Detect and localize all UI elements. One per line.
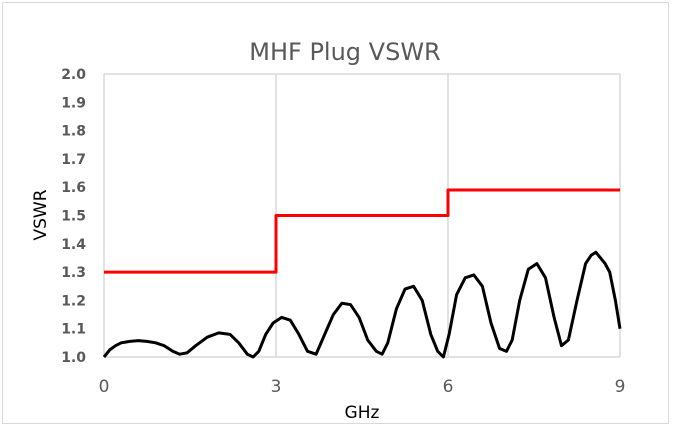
y-tick-label: 1.3 — [61, 265, 86, 281]
x-axis-ticks: 0 3 6 9 — [99, 377, 626, 397]
chart-title: MHF Plug VSWR — [249, 38, 440, 66]
y-tick-label: 1.8 — [61, 124, 86, 140]
y-tick-label: 2.0 — [61, 67, 86, 83]
gridlines — [103, 73, 621, 358]
series-limit-line — [104, 188, 620, 274]
y-tick-label: 1.6 — [61, 180, 86, 196]
series-lines — [102, 188, 622, 359]
chart-frame — [2, 2, 669, 424]
x-tick-label: 6 — [443, 377, 454, 397]
y-axis-ticks: 1.0 1.1 1.2 1.3 1.4 1.5 1.6 1.7 1.8 1.9 2.0 — [61, 67, 86, 366]
y-tick-label: 1.9 — [61, 95, 86, 111]
x-tick-label: 9 — [615, 377, 626, 397]
series-vswr-line — [102, 250, 622, 359]
y-tick-label: 1.7 — [61, 152, 86, 168]
y-tick-label: 1.4 — [61, 237, 86, 253]
x-tick-label: 0 — [99, 377, 110, 397]
y-axis-label: VSWR — [31, 189, 51, 240]
y-tick-label: 1.1 — [61, 322, 86, 338]
y-tick-label: 1.0 — [61, 350, 86, 366]
x-tick-label: 3 — [271, 377, 282, 397]
x-axis-label: GHz — [345, 403, 380, 423]
y-tick-label: 1.5 — [61, 209, 86, 225]
y-tick-label: 1.2 — [61, 293, 86, 309]
